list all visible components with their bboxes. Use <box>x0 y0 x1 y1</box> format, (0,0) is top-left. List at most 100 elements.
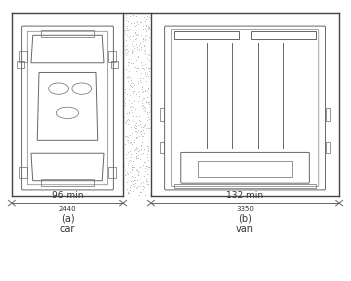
Point <box>143 79 148 83</box>
Point <box>126 87 131 92</box>
Point <box>134 66 140 71</box>
Point <box>145 66 151 71</box>
Point <box>134 178 139 183</box>
Point <box>127 27 133 31</box>
Point <box>146 57 151 62</box>
Point <box>142 160 148 165</box>
Point <box>137 190 143 194</box>
Point <box>141 44 147 48</box>
Point <box>130 175 135 179</box>
Point <box>130 89 135 93</box>
Point <box>147 191 153 196</box>
Point <box>122 115 127 119</box>
Point <box>137 118 143 123</box>
Point <box>142 106 148 110</box>
Point <box>127 141 133 146</box>
Point <box>140 180 146 184</box>
Point <box>140 39 146 44</box>
Point <box>138 157 143 161</box>
Text: car: car <box>60 224 75 234</box>
Point <box>131 45 137 50</box>
Point <box>126 137 131 142</box>
Point <box>131 89 137 93</box>
Point <box>135 22 141 26</box>
Point <box>122 96 128 100</box>
Point <box>131 105 136 109</box>
Text: van: van <box>236 224 254 234</box>
Point <box>138 71 144 76</box>
Point <box>131 21 137 25</box>
Point <box>135 128 141 132</box>
Point <box>139 97 145 102</box>
Point <box>124 32 130 37</box>
Point <box>137 114 142 118</box>
Point <box>140 103 145 107</box>
Point <box>128 78 134 82</box>
Point <box>146 87 151 91</box>
Point <box>126 19 131 23</box>
Point <box>142 88 148 93</box>
Point <box>135 156 140 160</box>
Point <box>142 61 147 66</box>
Point <box>140 133 146 138</box>
Point <box>135 149 140 153</box>
Point <box>134 20 140 24</box>
Point <box>132 123 138 127</box>
Point <box>125 135 131 140</box>
Point <box>140 106 146 111</box>
Point <box>135 153 141 157</box>
Point <box>132 31 138 35</box>
Point <box>126 57 131 61</box>
Point <box>138 122 143 126</box>
Point <box>146 69 152 73</box>
Point <box>138 164 143 169</box>
Point <box>134 134 140 139</box>
Point <box>146 117 152 121</box>
Point <box>140 163 146 168</box>
Point <box>140 151 146 155</box>
Point <box>125 122 131 126</box>
Point <box>122 168 127 173</box>
Point <box>124 133 130 138</box>
Point <box>133 23 139 28</box>
Point <box>127 187 133 192</box>
Point <box>121 66 127 71</box>
Point <box>135 81 141 85</box>
Point <box>130 114 135 118</box>
Point <box>141 108 147 113</box>
Point <box>126 63 131 67</box>
Point <box>140 66 146 71</box>
Point <box>122 142 128 146</box>
Point <box>132 65 138 69</box>
Point <box>146 99 151 104</box>
Point <box>131 178 136 183</box>
Point <box>132 106 138 111</box>
Point <box>124 26 129 30</box>
Point <box>137 20 143 24</box>
Point <box>138 130 143 135</box>
Point <box>126 137 131 142</box>
Point <box>129 109 135 114</box>
Point <box>142 166 147 170</box>
Point <box>133 92 139 96</box>
Point <box>128 140 134 144</box>
Point <box>138 80 144 84</box>
Point <box>140 37 146 42</box>
Point <box>143 29 148 33</box>
Point <box>139 63 145 67</box>
Point <box>131 118 136 123</box>
Point <box>140 76 146 80</box>
Point <box>146 126 151 131</box>
Point <box>135 169 141 173</box>
Point <box>132 125 138 130</box>
Point <box>125 28 131 32</box>
Point <box>126 60 132 64</box>
Point <box>142 47 148 52</box>
Point <box>134 44 140 49</box>
Point <box>123 121 128 126</box>
Point <box>135 12 140 16</box>
Point <box>123 14 128 19</box>
Point <box>127 83 133 87</box>
Point <box>131 60 136 65</box>
Point <box>134 178 140 182</box>
